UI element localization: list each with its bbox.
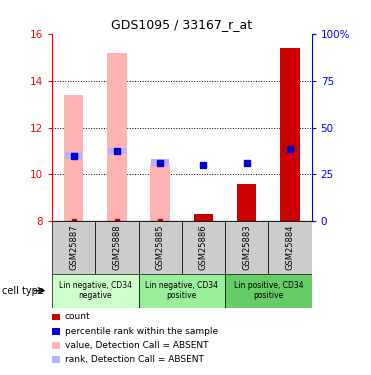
Text: GSM25887: GSM25887 <box>69 225 78 270</box>
Bar <box>138 221 182 274</box>
Bar <box>65 152 82 159</box>
Bar <box>194 214 213 221</box>
Bar <box>280 48 300 221</box>
Bar <box>225 221 268 274</box>
Text: Lin negative, CD34
negative: Lin negative, CD34 negative <box>59 281 132 300</box>
Bar <box>268 221 312 274</box>
Bar <box>52 274 138 308</box>
Text: GSM25886: GSM25886 <box>199 225 208 270</box>
Text: GSM25884: GSM25884 <box>286 225 295 270</box>
Title: GDS1095 / 33167_r_at: GDS1095 / 33167_r_at <box>111 18 252 31</box>
Text: rank, Detection Call = ABSENT: rank, Detection Call = ABSENT <box>65 355 203 364</box>
Text: GSM25885: GSM25885 <box>156 225 165 270</box>
Bar <box>108 148 126 154</box>
Bar <box>138 274 225 308</box>
Text: GSM25883: GSM25883 <box>242 225 251 270</box>
Text: count: count <box>65 312 90 321</box>
Text: GSM25888: GSM25888 <box>112 225 121 270</box>
Bar <box>64 95 83 221</box>
Text: Lin negative, CD34
positive: Lin negative, CD34 positive <box>145 281 218 300</box>
Text: value, Detection Call = ABSENT: value, Detection Call = ABSENT <box>65 341 208 350</box>
Bar <box>107 53 127 221</box>
Bar <box>237 184 256 221</box>
Bar <box>95 221 138 274</box>
Text: cell type: cell type <box>2 286 44 296</box>
Bar <box>182 221 225 274</box>
Bar <box>151 159 169 166</box>
Bar <box>150 165 170 221</box>
Bar <box>225 274 312 308</box>
Bar <box>52 221 95 274</box>
Text: Lin positive, CD34
positive: Lin positive, CD34 positive <box>233 281 303 300</box>
Text: percentile rank within the sample: percentile rank within the sample <box>65 327 218 336</box>
